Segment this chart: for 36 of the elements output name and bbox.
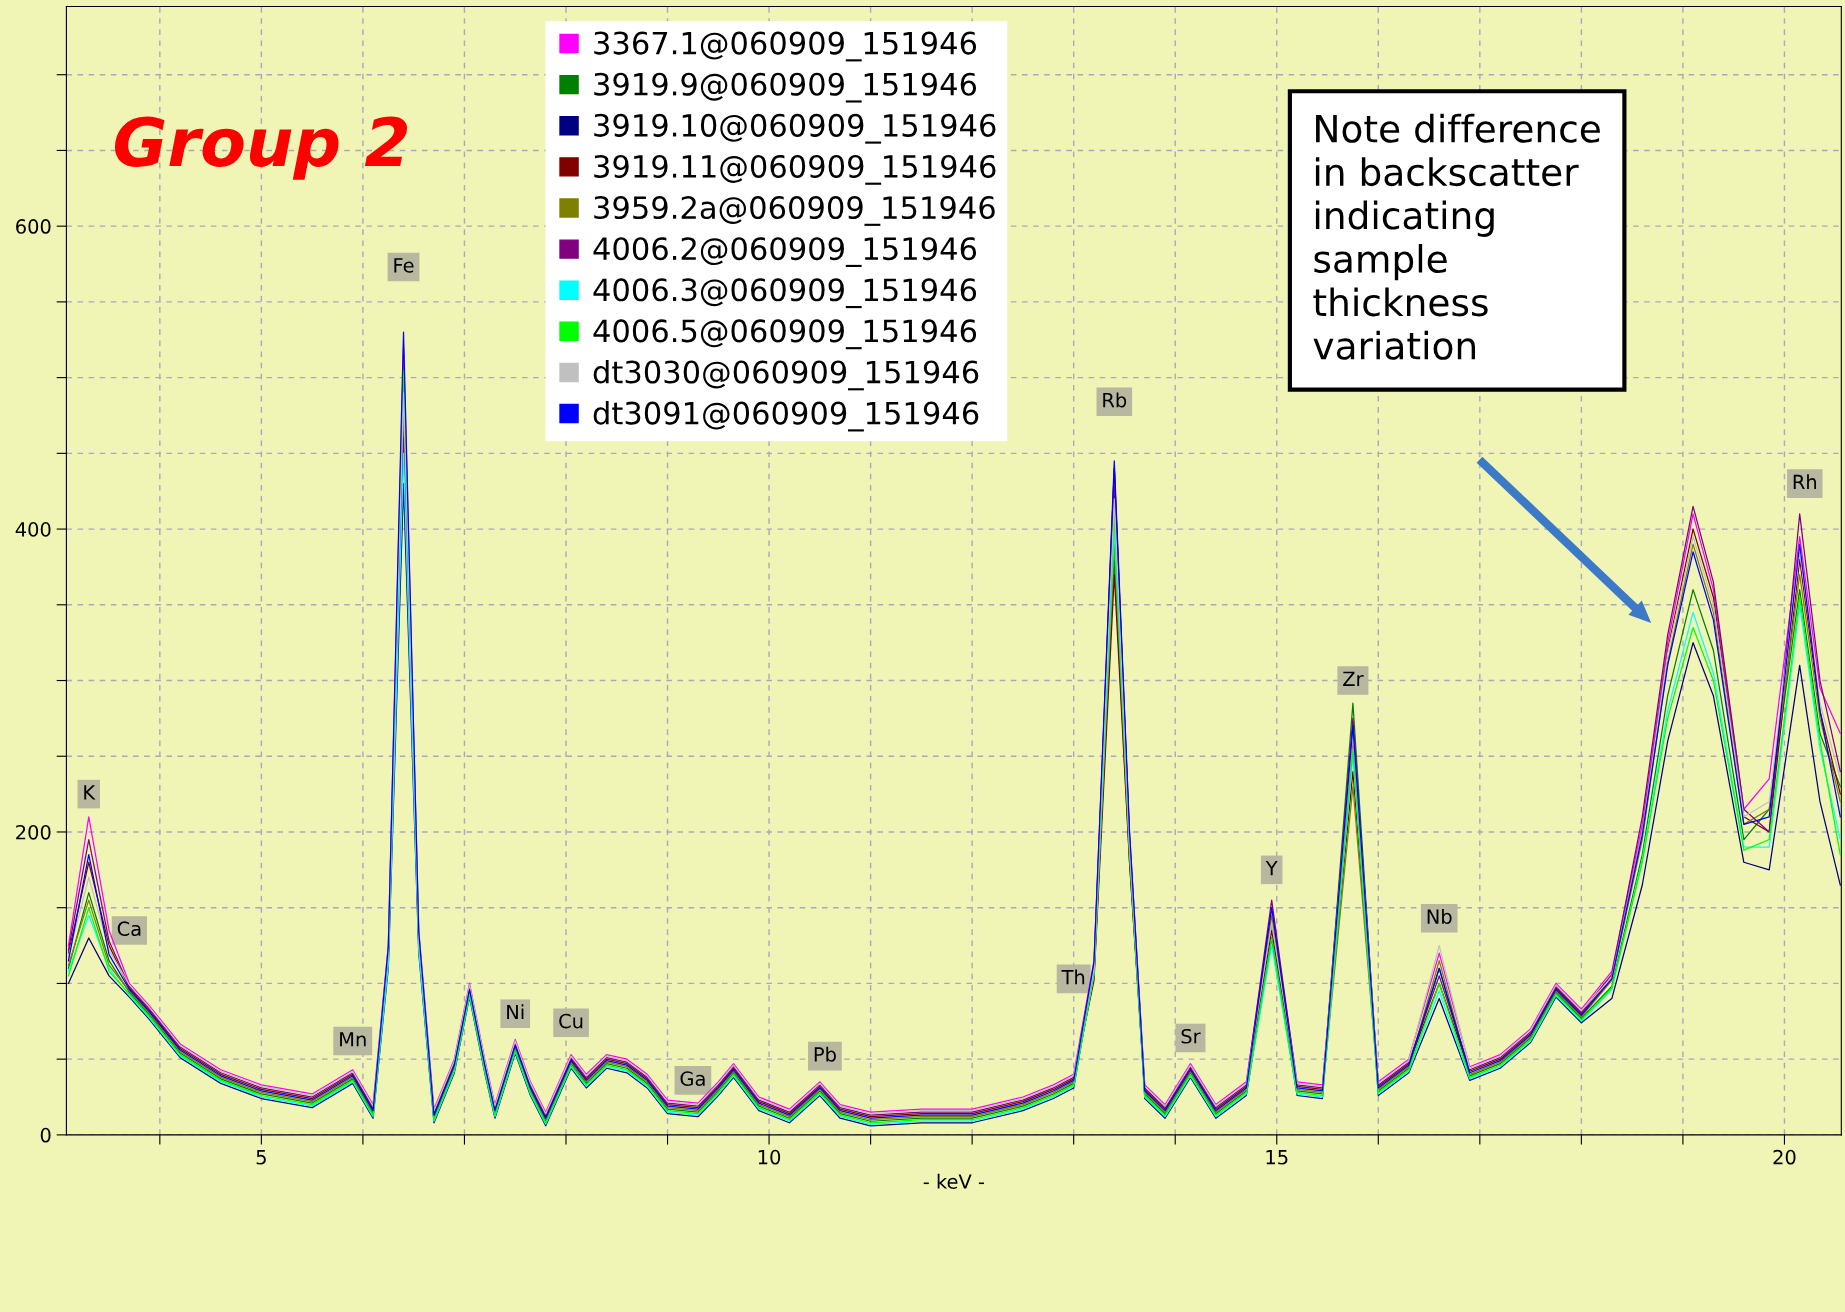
x-tick-label: 15 — [1266, 1150, 1288, 1165]
annotation: Mn — [340, 1032, 366, 1047]
annotation: Rh — [1793, 474, 1817, 489]
legend-label: 4006.5@060909_151946 — [593, 319, 977, 350]
annotation: Cu — [559, 1013, 583, 1029]
annotation: K — [84, 785, 96, 800]
annotation: Y — [1265, 861, 1278, 876]
annotation: Ca — [117, 921, 141, 937]
legend-label: 3367.1@060909_151946 — [594, 31, 977, 62]
x-tick-label: 5 — [256, 1150, 266, 1165]
annotation: Sr — [1181, 1028, 1201, 1044]
legend-label: dt3030@060909_151946 — [593, 359, 979, 391]
legend-label: 3959.2a@060909_151946 — [594, 196, 995, 226]
y-tick-label: 400 — [15, 522, 51, 537]
x-tick-label: 20 — [1773, 1149, 1796, 1165]
y-tick-label: 0 — [40, 1127, 51, 1143]
annotation: Group 2 — [114, 116, 408, 180]
annotation: Fe — [394, 258, 414, 273]
legend-label: 4006.2@060909_151946 — [593, 237, 977, 268]
y-tick-label: 200 — [16, 824, 51, 840]
annotation: Th — [1061, 969, 1085, 985]
annotation: Pb — [814, 1046, 836, 1062]
annotation: Ni — [507, 1004, 524, 1020]
legend-label: 3919.11@060909_151946 — [594, 154, 996, 185]
legend-label: dt3091@060909_151946 — [593, 401, 979, 432]
legend-label: 3919.9@060909_151946 — [594, 72, 977, 103]
annotation: Nb — [1427, 908, 1452, 924]
x-tick-label: 10 — [758, 1149, 781, 1165]
y-tick-label: 600 — [16, 219, 51, 234]
x-axis-title: - keV - — [923, 1173, 985, 1189]
annotation: Ga — [680, 1071, 705, 1086]
annotation: Note difference in backscatter indicating sample thickness variation — [1313, 113, 1600, 360]
legend-label: 4006.3@060909_151946 — [593, 278, 977, 309]
annotation: Rb — [1103, 392, 1127, 408]
annotation: Zr — [1343, 671, 1364, 686]
legend-label: 3919.10@060909_151946 — [594, 113, 996, 144]
